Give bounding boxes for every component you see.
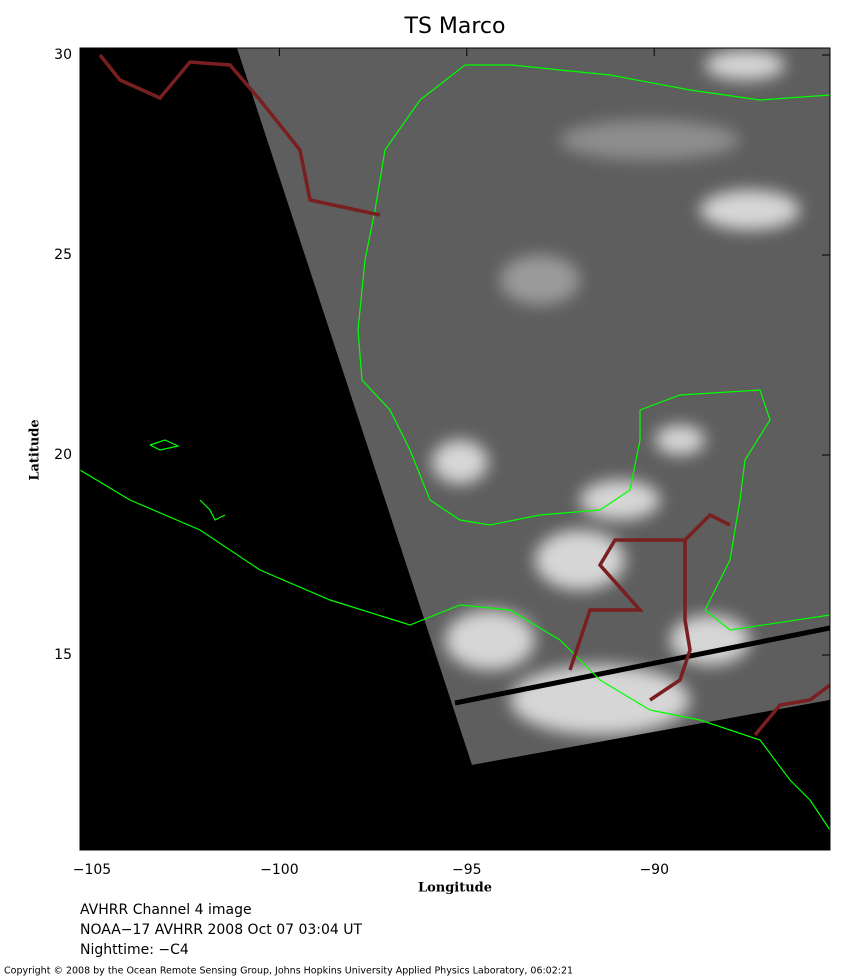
caption-line: NOAA−17 AVHRR 2008 Oct 07 03:04 UT <box>80 922 363 938</box>
x-tick-label: −90 <box>639 862 669 878</box>
copyright: Copyright © 2008 by the Ocean Remote Sen… <box>4 966 573 977</box>
y-axis-label: Latitude <box>28 419 43 480</box>
y-tick-label: 30 <box>54 47 72 63</box>
y-tick-label: 20 <box>54 447 72 463</box>
title: TS Marco <box>404 14 506 39</box>
x-tick-label: −100 <box>260 862 298 878</box>
caption-line: Nighttime: −C4 <box>80 942 189 958</box>
x-tick-label: −95 <box>452 862 482 878</box>
plot-frame <box>79 47 831 851</box>
satellite-image <box>80 48 830 850</box>
y-tick-label: 25 <box>54 247 72 263</box>
x-axis-label: Longitude <box>418 881 492 896</box>
x-tick-label: −105 <box>73 862 111 878</box>
y-tick-label: 15 <box>54 647 72 663</box>
caption-line: AVHRR Channel 4 image <box>80 902 252 918</box>
